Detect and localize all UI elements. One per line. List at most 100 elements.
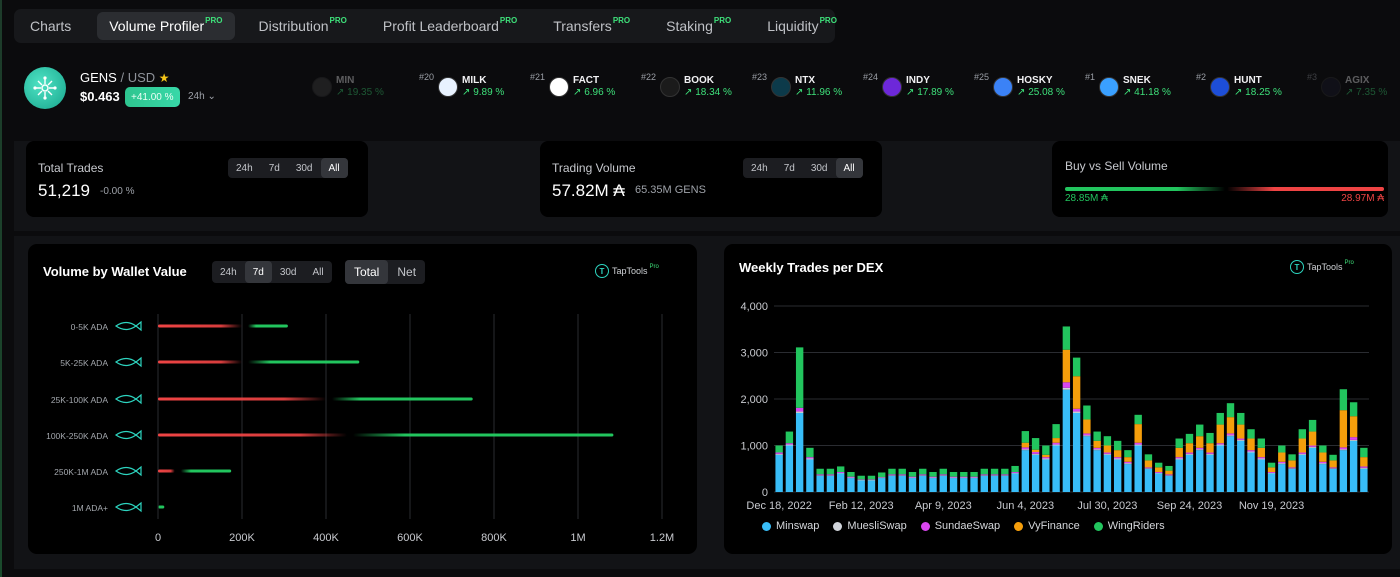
- sell-volume-bar: [158, 469, 175, 473]
- range-option-total[interactable]: Total: [345, 260, 389, 284]
- ticker-name: HOSKY: [1017, 75, 1053, 86]
- dex-bar-minswap: [970, 478, 978, 492]
- dex-bar-minswap: [980, 475, 988, 492]
- dex-bar-muesliswap: [898, 475, 906, 476]
- dex-bar-minswap: [816, 475, 824, 492]
- dex-bar-wingriders: [970, 472, 978, 477]
- dex-bar-wingriders: [1319, 445, 1327, 453]
- range-option-24h[interactable]: 24h: [751, 162, 768, 174]
- dex-bar-wingriders: [1042, 445, 1050, 455]
- range-option-7d[interactable]: 7d: [783, 162, 795, 174]
- range-option-30d[interactable]: 30d: [295, 162, 313, 174]
- dex-bar-wingriders: [1072, 357, 1081, 377]
- timeframe-dropdown[interactable]: 24h ⌄: [188, 91, 216, 102]
- legend-item-vyfinance[interactable]: VyFinance: [1014, 520, 1080, 532]
- trading-volume-value: 57.82M ₳: [552, 181, 625, 200]
- legend-item-sundaeswap[interactable]: SundaeSwap: [920, 520, 1000, 532]
- ticker-item-book[interactable]: #22 BOOK ↗ 18.34 %: [641, 70, 732, 104]
- dex-bar-sundaeswap: [816, 474, 824, 476]
- ticker-item-min[interactable]: MIN ↗ 19.35 %: [308, 70, 384, 104]
- dex-bar-wingriders: [1267, 462, 1276, 468]
- dex-bar-wingriders: [816, 468, 824, 475]
- ticker-item-hunt[interactable]: #2 HUNT ↗ 18.25 %: [1196, 70, 1282, 104]
- dex-bar-wingriders: [1011, 465, 1019, 473]
- tab-distribution[interactable]: Distribution PRO: [247, 12, 359, 40]
- dex-bar-minswap: [1155, 473, 1163, 492]
- tab-transfers[interactable]: Transfers PRO: [541, 12, 642, 40]
- y-tick-label: 3,000: [740, 348, 768, 360]
- dex-bar-minswap: [919, 475, 927, 492]
- dex-bar-muesliswap: [795, 411, 804, 413]
- dex-bar-vyfinance: [1175, 447, 1183, 458]
- ticker-rank: #21: [530, 72, 546, 82]
- dex-bar-muesliswap: [1175, 458, 1183, 460]
- ticker-change: ↗ 11.96 %: [795, 87, 843, 98]
- dex-bar-sundaeswap: [867, 479, 876, 480]
- range-option-7d[interactable]: 7d: [268, 162, 280, 174]
- range-option-all[interactable]: All: [312, 266, 324, 278]
- ticker-name: SNEK: [1123, 75, 1151, 86]
- legend-item-wingriders[interactable]: WingRiders: [1093, 520, 1165, 532]
- range-option-all[interactable]: All: [320, 158, 348, 178]
- dex-bar-muesliswap: [1319, 463, 1327, 465]
- dex-bar-minswap: [908, 478, 917, 492]
- ticker-item-snek[interactable]: #1 SNEK ↗ 41.18 %: [1085, 70, 1171, 104]
- dex-bar-sundaeswap: [1175, 457, 1183, 459]
- ticker-item-agix[interactable]: #3 AGIX ↗ 7.35 %: [1307, 70, 1387, 104]
- dex-bar-sundaeswap: [1113, 457, 1122, 459]
- ticker-item-milk[interactable]: #20 MILK ↗ 9.89 %: [419, 70, 504, 104]
- dex-bar-muesliswap: [1237, 439, 1245, 441]
- favorite-star-icon[interactable]: ★: [158, 71, 170, 85]
- tab-liquidity[interactable]: Liquidity PRO: [755, 12, 849, 40]
- range-option-24h[interactable]: 24h: [236, 162, 253, 174]
- sell-volume-bar: [1227, 187, 1384, 191]
- legend-label: Minswap: [776, 520, 820, 532]
- legend-item-muesliswap[interactable]: MuesliSwap: [833, 520, 907, 532]
- dex-bar-wingriders: [1021, 431, 1030, 443]
- buy-volume-bar: [248, 360, 360, 364]
- dex-bar-vyfinance: [1206, 443, 1214, 453]
- dex-bar-minswap: [795, 412, 804, 492]
- legend-item-minswap[interactable]: Minswap: [762, 520, 819, 532]
- ticker-item-indy[interactable]: #24 INDY ↗ 17.89 %: [863, 70, 954, 104]
- dex-bar-wingriders: [1052, 424, 1060, 439]
- dex-bar-muesliswap: [1134, 444, 1142, 446]
- dex-bar-vyfinance: [1165, 470, 1173, 475]
- sell-volume-bar: [158, 360, 242, 364]
- tab-staking[interactable]: Staking PRO: [654, 12, 743, 40]
- range-option-30d[interactable]: 30d: [279, 266, 297, 278]
- dex-bar-sundaeswap: [1185, 452, 1194, 454]
- buy-volume-bar: [1065, 187, 1225, 191]
- range-option-7d[interactable]: 7d: [244, 261, 272, 283]
- range-option-24h[interactable]: 24h: [220, 266, 237, 278]
- dex-bar-sundaeswap: [1196, 447, 1204, 450]
- dex-bar-minswap: [857, 480, 865, 492]
- range-option-all[interactable]: All: [835, 158, 863, 178]
- dex-bar-wingriders: [1247, 429, 1255, 439]
- dex-bar-sundaeswap: [1298, 452, 1307, 454]
- tab-profit-leaderboard[interactable]: Profit Leaderboard PRO: [371, 12, 529, 40]
- wallet-category-label: 25K-100K ADA: [51, 395, 109, 405]
- x-tick-label: Sep 24, 2023: [1157, 500, 1222, 512]
- ticker-item-ntx[interactable]: #23 NTX ↗ 11.96 %: [752, 70, 842, 104]
- dex-bar-sundaeswap: [1103, 452, 1112, 454]
- dex-bar-sundaeswap: [1360, 466, 1368, 468]
- tab-charts[interactable]: Charts: [18, 12, 83, 40]
- dex-bar-vyfinance: [1308, 431, 1317, 446]
- dex-bar-minswap: [1298, 454, 1307, 492]
- dex-bar-sundaeswap: [878, 477, 886, 478]
- trading-volume-range-selector: 24h 7d 30d All: [743, 158, 863, 178]
- buy-sell-label: Buy vs Sell Volume: [1065, 159, 1168, 173]
- token-change-badge: +41.00 %: [125, 87, 180, 107]
- dex-bar-muesliswap: [970, 477, 978, 479]
- dex-bar-sundaeswap: [939, 474, 947, 476]
- ticker-item-hosky[interactable]: #25 HOSKY ↗ 25.08 %: [974, 70, 1065, 104]
- range-option-30d[interactable]: 30d: [810, 162, 828, 174]
- ticker-item-fact[interactable]: #21 FACT ↗ 6.96 %: [530, 70, 615, 104]
- dex-bar-sundaeswap: [857, 479, 865, 480]
- dex-bar-wingriders: [878, 472, 886, 478]
- range-option-net[interactable]: Net: [397, 265, 417, 279]
- taptools-logo-icon: T: [1290, 260, 1304, 274]
- dex-bar-sundaeswap: [1042, 457, 1050, 459]
- tab-volume-profiler[interactable]: Volume Profiler PRO: [97, 12, 235, 40]
